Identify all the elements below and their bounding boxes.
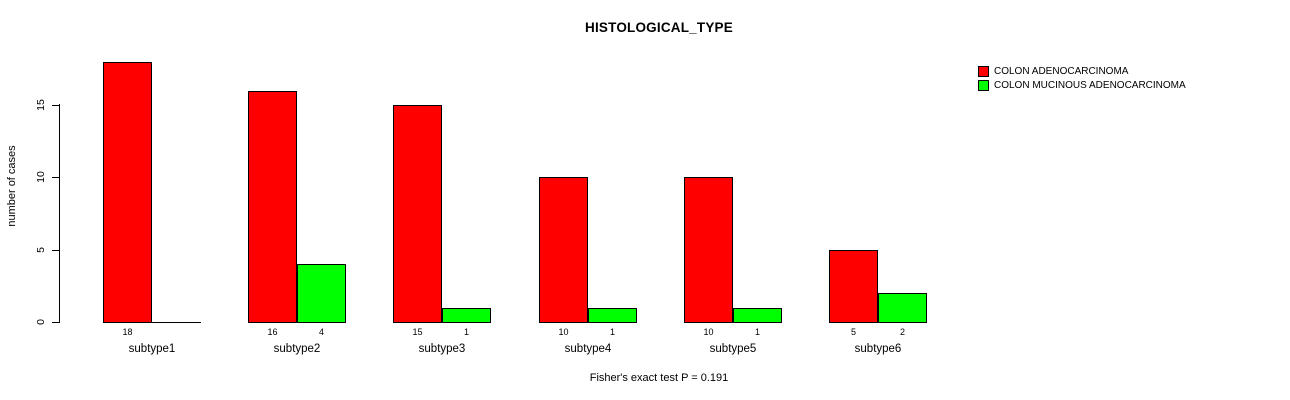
legend-item-label: COLON ADENOCARCINOMA [994,66,1129,77]
bar-zero-line [152,322,201,323]
category-label: subtype3 [418,343,466,355]
bar-value-label: 2 [899,327,905,337]
y-axis-tick [52,322,59,323]
category-label: subtype2 [273,343,321,355]
y-tick-label: 0 [35,319,47,325]
bar-value-label: 16 [267,327,278,337]
bar-value-label: 1 [754,327,760,337]
bar-colon-adenocarcinoma [248,91,297,323]
category-label: subtype5 [709,343,757,355]
bar-colon-mucinous-adenocarcinoma [878,293,927,323]
bar-colon-mucinous-adenocarcinoma [733,308,782,323]
annotation-text: Fisher's exact test P = 0.191 [589,372,729,384]
bar-colon-adenocarcinoma [684,177,733,323]
legend-swatch-icon [978,80,989,91]
chart-title: HISTOLOGICAL_TYPE [585,20,733,35]
bar-value-label: 4 [318,327,324,337]
bar-colon-adenocarcinoma [103,62,152,323]
legend-item-label: COLON MUCINOUS ADENOCARCINOMA [994,80,1186,91]
category-label: subtype4 [564,343,612,355]
legend-item: COLON MUCINOUS ADENOCARCINOMA [978,80,1186,91]
bar-colon-adenocarcinoma [539,177,588,323]
y-axis-line [59,104,60,323]
y-axis-label: number of cases [6,145,18,227]
y-axis-tick [52,177,59,178]
y-axis-tick [52,250,59,251]
bar-value-label: 5 [850,327,856,337]
bar-value-label: 1 [609,327,615,337]
legend-swatch-icon [978,66,989,77]
bar-colon-adenocarcinoma [829,250,878,323]
bar-colon-mucinous-adenocarcinoma [442,308,491,323]
y-tick-label: 15 [35,99,47,111]
bar-colon-mucinous-adenocarcinoma [588,308,637,323]
bar-colon-adenocarcinoma [393,105,442,323]
bar-value-label: 1 [463,327,469,337]
y-tick-label: 10 [35,171,47,183]
bar-colon-mucinous-adenocarcinoma [297,264,346,323]
legend: COLON ADENOCARCINOMA COLON MUCINOUS ADENO… [978,66,1186,94]
category-label: subtype1 [128,343,176,355]
category-label: subtype6 [854,343,902,355]
legend-item: COLON ADENOCARCINOMA [978,66,1186,77]
bar-value-label: 10 [558,327,569,337]
bar-value-label: 10 [703,327,714,337]
y-axis-tick [52,105,59,106]
y-tick-label: 5 [35,247,47,253]
bar-value-label: 18 [122,327,133,337]
bar-value-label: 15 [412,327,423,337]
